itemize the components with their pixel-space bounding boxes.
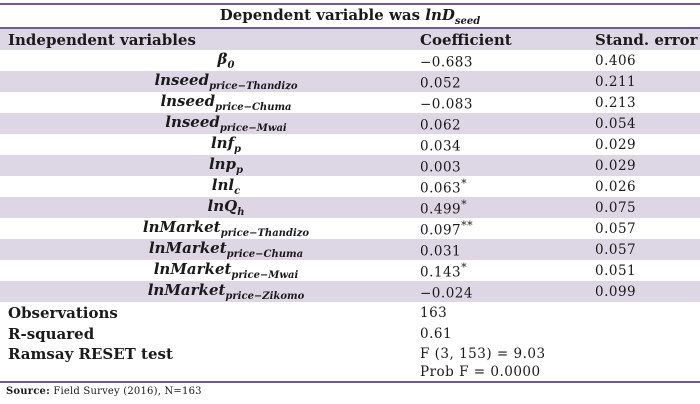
variable-cell: lnMarketprice−Chuma bbox=[148, 239, 304, 260]
table-row: lnseedprice−Mwai 0.062 0.054 bbox=[0, 113, 700, 134]
r-squared-row: R-squared 0.61 bbox=[0, 323, 700, 344]
reset-f-statistic: F (3, 153) = 9.03 bbox=[420, 345, 546, 362]
variable-cell: lnMarketprice−Thandizo bbox=[142, 218, 310, 239]
stderr-cell: 0.057 bbox=[595, 241, 637, 258]
observations-value: 163 bbox=[420, 304, 448, 321]
source-label: Source: bbox=[6, 386, 50, 397]
stderr-cell: 0.057 bbox=[595, 220, 637, 237]
variable-cell: lnMarketprice−Zikomo bbox=[147, 281, 305, 302]
variable-cell: lnfp bbox=[210, 134, 242, 155]
r-squared-value: 0.61 bbox=[420, 325, 453, 342]
dependent-variable-subscript: seed bbox=[454, 15, 481, 27]
table-row: lnQh 0.499* 0.075 bbox=[0, 197, 700, 218]
coefficient-cell: 0.034 bbox=[420, 138, 462, 155]
table-row: lnlc 0.063* 0.026 bbox=[0, 176, 700, 197]
variable-cell: β0 bbox=[217, 50, 235, 71]
header-stand-error: Stand. error bbox=[595, 28, 700, 50]
coefficient-cell: 0.052 bbox=[420, 75, 462, 92]
stderr-cell: 0.406 bbox=[595, 52, 637, 69]
coefficient-cell: 0.003 bbox=[420, 159, 462, 176]
regression-table: Dependent variable was lnDseed Independe… bbox=[0, 3, 700, 383]
stderr-cell: 0.029 bbox=[595, 136, 637, 153]
stderr-cell: 0.026 bbox=[595, 178, 637, 195]
stderr-cell: 0.051 bbox=[595, 262, 637, 279]
stderr-cell: 0.029 bbox=[595, 157, 637, 174]
header-coefficient: Coefficient bbox=[420, 28, 595, 50]
coefficient-cell: 0.063* bbox=[420, 176, 468, 197]
table-row: lnseedprice−Chuma −0.083 0.213 bbox=[0, 92, 700, 113]
table-row: lnMarketprice−Chuma 0.031 0.057 bbox=[0, 239, 700, 260]
r-squared-label: R-squared bbox=[8, 324, 95, 343]
coefficient-cell: −0.683 bbox=[420, 54, 473, 71]
reset-prob-row: Prob F = 0.0000 bbox=[0, 363, 700, 382]
table-title: Dependent variable was lnDseed bbox=[0, 4, 700, 29]
observations-label: Observations bbox=[8, 303, 118, 322]
table-row: lnseedprice−Thandizo 0.052 0.211 bbox=[0, 71, 700, 92]
variable-cell: lnlc bbox=[211, 176, 241, 197]
table-title-row: Dependent variable was lnDseed bbox=[0, 4, 700, 29]
observations-row: Observations 163 bbox=[0, 302, 700, 323]
variable-cell: lnseedprice−Mwai bbox=[165, 113, 287, 134]
variable-cell: lnseedprice−Chuma bbox=[160, 92, 292, 113]
title-text: Dependent variable was bbox=[219, 5, 426, 24]
coefficient-cell: 0.097** bbox=[420, 218, 474, 239]
table-row: lnMarketprice−Zikomo −0.024 0.099 bbox=[0, 281, 700, 302]
stderr-cell: 0.099 bbox=[595, 283, 637, 300]
stderr-cell: 0.054 bbox=[595, 115, 637, 132]
variable-cell: lnseedprice−Thandizo bbox=[154, 71, 298, 92]
table-row: lnpp 0.003 0.029 bbox=[0, 155, 700, 176]
source-text: Field Survey (2016), N=163 bbox=[49, 386, 202, 397]
dependent-variable-symbol: lnD bbox=[425, 5, 455, 24]
coefficient-cell: 0.499* bbox=[420, 197, 468, 218]
table-row: β0 −0.683 0.406 bbox=[0, 50, 700, 71]
table-header-row: Independent variables Coefficient Stand.… bbox=[0, 28, 700, 50]
coefficient-cell: 0.031 bbox=[420, 243, 462, 260]
table-row: lnMarketprice−Thandizo 0.097** 0.057 bbox=[0, 218, 700, 239]
variable-cell: lnMarketprice−Mwai bbox=[153, 260, 299, 281]
coefficient-cell: −0.083 bbox=[420, 96, 473, 113]
header-independent-variables: Independent variables bbox=[0, 28, 420, 50]
coefficient-cell: 0.143* bbox=[420, 260, 468, 281]
stderr-cell: 0.211 bbox=[595, 73, 637, 90]
reset-prob-value: Prob F = 0.0000 bbox=[420, 364, 541, 380]
coefficient-cell: 0.062 bbox=[420, 117, 462, 134]
table-row: lnMarketprice−Mwai 0.143* 0.051 bbox=[0, 260, 700, 281]
reset-test-label: Ramsay RESET test bbox=[8, 344, 173, 363]
stderr-cell: 0.213 bbox=[595, 94, 637, 111]
table-row: lnfp 0.034 0.029 bbox=[0, 134, 700, 155]
coefficient-cell: −0.024 bbox=[420, 285, 473, 302]
reset-test-row: Ramsay RESET test F (3, 153) = 9.03 bbox=[0, 344, 700, 363]
variable-cell: lnQh bbox=[207, 197, 245, 218]
variable-cell: lnpp bbox=[208, 155, 244, 176]
stderr-cell: 0.075 bbox=[595, 199, 637, 216]
source-note: Source: Field Survey (2016), N=163 bbox=[0, 383, 700, 397]
